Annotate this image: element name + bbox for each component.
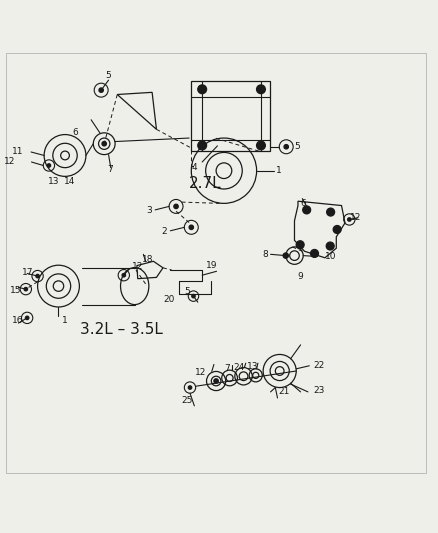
Text: 19: 19 <box>206 261 217 270</box>
Circle shape <box>284 144 288 149</box>
Text: 10: 10 <box>325 252 336 261</box>
Text: 3.2L – 3.5L: 3.2L – 3.5L <box>80 322 163 337</box>
Circle shape <box>25 316 29 320</box>
Circle shape <box>198 85 207 94</box>
Text: 25: 25 <box>181 396 193 405</box>
Circle shape <box>174 204 178 208</box>
Circle shape <box>303 206 311 214</box>
Text: 2.7L: 2.7L <box>189 176 222 191</box>
Text: 12: 12 <box>195 368 207 377</box>
Text: 16: 16 <box>12 317 24 326</box>
Circle shape <box>102 142 106 146</box>
Text: 4: 4 <box>192 163 198 172</box>
Circle shape <box>192 294 195 298</box>
Text: 23: 23 <box>313 386 325 395</box>
Circle shape <box>327 208 335 216</box>
Text: 6: 6 <box>300 199 306 208</box>
Circle shape <box>257 141 265 150</box>
Text: 12: 12 <box>132 262 143 271</box>
Text: 5: 5 <box>294 142 300 151</box>
Circle shape <box>122 273 125 277</box>
Circle shape <box>214 379 218 383</box>
Circle shape <box>257 85 265 94</box>
Circle shape <box>348 218 351 221</box>
Text: 5: 5 <box>184 287 190 296</box>
Circle shape <box>283 253 288 258</box>
Text: 18: 18 <box>142 255 153 264</box>
Text: 13: 13 <box>247 362 258 371</box>
Text: 11: 11 <box>11 147 23 156</box>
Circle shape <box>296 241 304 249</box>
Text: 9: 9 <box>298 272 304 281</box>
Text: 1: 1 <box>276 166 282 175</box>
Text: 8: 8 <box>263 250 268 259</box>
Circle shape <box>326 242 334 250</box>
Text: 12: 12 <box>350 213 362 222</box>
Circle shape <box>333 225 341 233</box>
Text: 15: 15 <box>10 286 21 295</box>
Text: 7: 7 <box>225 365 230 373</box>
Circle shape <box>311 249 318 257</box>
Circle shape <box>198 141 207 150</box>
Text: 3: 3 <box>146 206 152 215</box>
Text: 13: 13 <box>47 177 59 186</box>
Text: 12: 12 <box>4 157 15 166</box>
Circle shape <box>36 274 39 278</box>
Text: 7: 7 <box>108 165 113 174</box>
Text: 5: 5 <box>106 71 111 80</box>
Text: 22: 22 <box>313 361 325 370</box>
Text: 24: 24 <box>233 363 245 372</box>
Text: 20: 20 <box>164 295 175 304</box>
Text: 1: 1 <box>62 316 68 325</box>
Text: 2: 2 <box>162 227 167 236</box>
Text: 21: 21 <box>279 387 290 397</box>
Text: 6: 6 <box>72 128 78 137</box>
Circle shape <box>24 287 28 291</box>
Circle shape <box>47 164 50 167</box>
Text: 17: 17 <box>22 268 33 277</box>
Circle shape <box>189 225 194 230</box>
Text: 14: 14 <box>64 177 75 186</box>
Circle shape <box>188 386 192 389</box>
Circle shape <box>99 88 103 92</box>
